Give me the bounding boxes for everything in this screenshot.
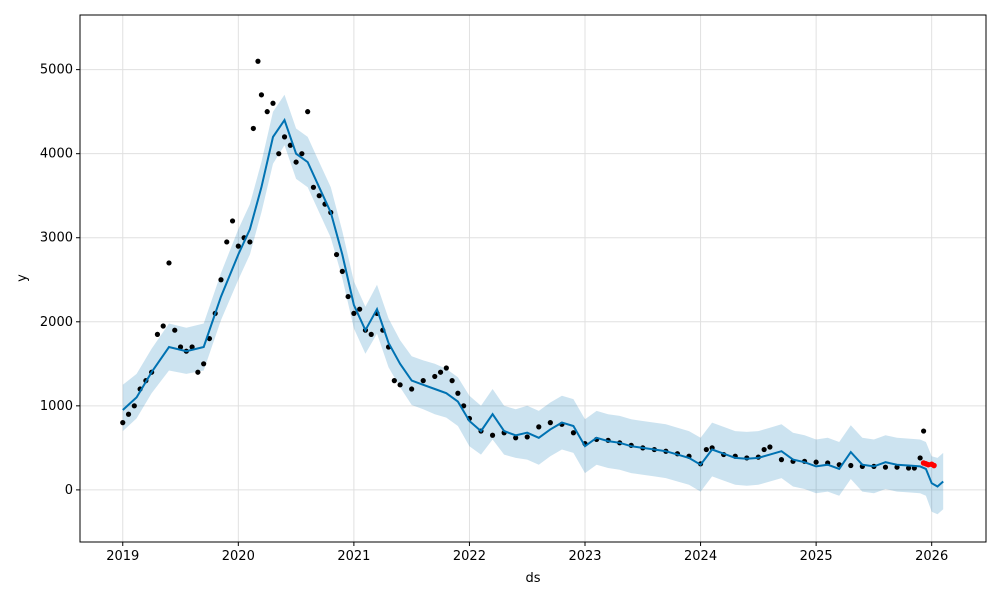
observed-point <box>461 403 467 409</box>
y-tick-label: 0 <box>65 483 73 498</box>
observed-point <box>703 446 709 453</box>
observed-point <box>201 361 207 367</box>
observed-point <box>316 193 322 199</box>
observed-point <box>229 218 236 224</box>
plot-frame <box>79 14 987 543</box>
observed-point <box>397 382 403 388</box>
observed-point <box>345 293 351 300</box>
uncertainty-band <box>122 94 944 515</box>
observed-point <box>432 373 438 380</box>
x-tick-label: 2019 <box>106 549 139 564</box>
observed-point <box>270 100 276 106</box>
observed-point <box>160 323 166 329</box>
observed-point <box>351 310 357 316</box>
observed-point <box>848 462 854 469</box>
x-tick-label: 2026 <box>915 549 948 564</box>
observed-point <box>177 344 184 350</box>
grid <box>80 15 986 542</box>
x-axis: 2019 2020 2021 2022 2023 2024 2025 2026 <box>106 542 948 564</box>
observed-point <box>166 260 172 266</box>
observed-point <box>305 109 311 115</box>
observed-point <box>778 457 785 463</box>
observed-point <box>224 239 230 245</box>
observed-point <box>391 378 397 384</box>
observed-point <box>189 344 195 350</box>
observed-point <box>250 125 256 132</box>
x-tick-label: 2025 <box>800 549 833 564</box>
observed-point <box>299 151 305 157</box>
observed-point <box>767 444 773 450</box>
plot-background <box>80 15 986 542</box>
observed-point <box>258 92 265 98</box>
observed-point <box>882 464 889 470</box>
observed-point <box>235 243 241 249</box>
observed-point <box>154 331 161 337</box>
observed-point <box>489 432 496 438</box>
y-tick-label: 1000 <box>40 399 73 414</box>
observed-point <box>281 134 288 140</box>
x-tick-label: 2022 <box>453 549 486 564</box>
observed-point <box>218 277 224 283</box>
observed-point <box>409 386 415 392</box>
forecast-line <box>122 117 944 488</box>
y-tick-label: 4000 <box>40 147 73 162</box>
observed-point <box>255 58 261 64</box>
observed-point <box>905 465 912 471</box>
recent-point <box>931 462 937 469</box>
y-tick-label: 2000 <box>40 315 73 330</box>
observed-point <box>443 365 449 371</box>
y-axis: 0 1000 2000 3000 4000 5000 <box>40 63 80 498</box>
x-axis-label: ds <box>525 571 540 586</box>
recent-points <box>920 460 937 469</box>
x-tick-label: 2023 <box>568 549 601 564</box>
y-tick-label: 3000 <box>40 231 73 246</box>
observed-point <box>917 455 923 461</box>
observed-point <box>449 378 455 384</box>
observed-point <box>513 435 519 441</box>
observed-point <box>368 331 374 337</box>
observed-point <box>420 378 426 384</box>
observed-point <box>570 430 577 436</box>
observed-point <box>920 428 927 434</box>
observed-point <box>339 268 345 274</box>
observed-point <box>120 420 126 426</box>
observed-point <box>761 446 767 453</box>
observed-point <box>455 390 461 396</box>
observed-point <box>437 369 444 375</box>
x-tick-label: 2021 <box>337 549 370 564</box>
observed-point <box>264 109 270 115</box>
observed-point <box>894 464 900 470</box>
observed-point <box>310 184 317 190</box>
observed-point <box>293 159 299 165</box>
x-tick-label: 2020 <box>222 549 255 564</box>
observed-point <box>536 424 542 430</box>
observed-point <box>813 459 819 465</box>
observed-point <box>172 327 178 333</box>
y-axis-label: y <box>15 274 30 282</box>
x-tick-label: 2024 <box>684 549 717 564</box>
observed-point <box>276 151 282 157</box>
observed-point <box>333 251 340 258</box>
observed-point <box>247 239 253 245</box>
observed-point <box>206 335 213 342</box>
y-tick-label: 5000 <box>40 63 73 78</box>
observed-point <box>287 142 293 148</box>
observed-point <box>131 403 137 409</box>
observed-point <box>125 411 132 417</box>
observed-point <box>357 306 363 312</box>
observed-point <box>524 434 530 440</box>
observed-point <box>547 420 553 426</box>
observed-point <box>195 369 201 375</box>
